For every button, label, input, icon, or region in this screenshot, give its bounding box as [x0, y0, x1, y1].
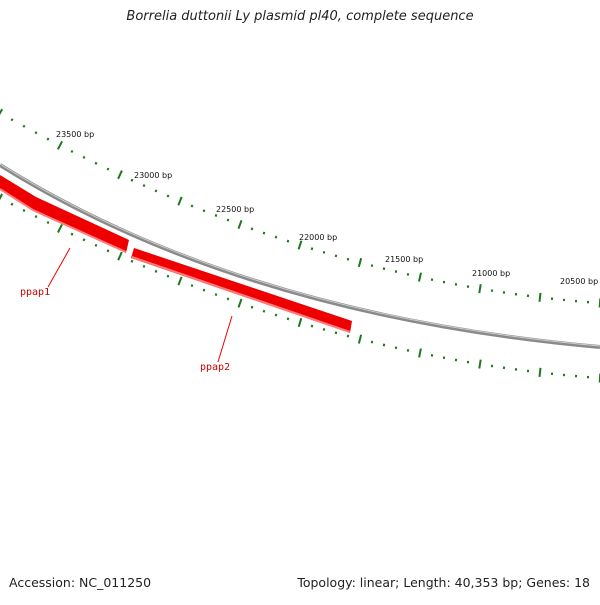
outer-scale-tick — [156, 190, 157, 192]
outer-scale-tick — [72, 150, 73, 152]
outer-scale-tick — [47, 138, 48, 140]
scale-label-21000: 21000 bp — [472, 269, 510, 278]
inner-scale-tick — [419, 349, 421, 358]
inner-scale-tick — [178, 277, 181, 285]
accession-text: Accession: NC_011250 — [9, 575, 151, 590]
scale-label-23500: 23500 bp — [56, 130, 94, 139]
outer-scale-tick — [312, 248, 313, 250]
scale-label-22500: 22500 bp — [216, 205, 254, 214]
outer-scale-tick — [540, 293, 541, 302]
outer-scale-tick — [11, 119, 12, 121]
outer-scale-tick — [35, 132, 36, 134]
inner-scale-tick — [48, 222, 49, 224]
map-title: Borrelia duttonii Ly plasmid pl40, compl… — [0, 9, 600, 24]
gene-ppap2[interactable] — [131, 248, 352, 333]
outer-scale-tick — [276, 236, 277, 238]
outer-scale-tick — [168, 195, 169, 197]
outer-scale-tick — [23, 125, 24, 127]
scale-label-22000: 22000 bp — [299, 233, 337, 242]
outer-scale-tick — [84, 156, 85, 158]
inner-scale-tick — [108, 250, 109, 252]
outer-scale-tick — [96, 162, 97, 164]
outer-scale-tick — [479, 284, 480, 293]
inner-scale-tick — [396, 347, 397, 349]
inner-scale-tick — [359, 335, 361, 344]
inner-scale-tick — [0, 194, 2, 202]
gene-ppap1[interactable] — [0, 175, 129, 253]
gene-ppap1-arrow[interactable] — [0, 175, 129, 253]
outer-scale-tick — [216, 214, 217, 216]
outer-scale-tick — [336, 255, 337, 257]
outer-scale-tick — [252, 228, 253, 230]
outer-scale-tick — [58, 141, 62, 149]
inner-scale-tick — [11, 203, 12, 205]
inner-scale-tick — [336, 332, 337, 334]
inner-scale-tick — [276, 314, 277, 316]
inner-scale-tick — [324, 328, 325, 330]
inner-scale-tick — [264, 310, 265, 312]
outer-scale-tick — [239, 220, 242, 228]
outer-scale-tick — [396, 270, 397, 272]
outer-scale-tick — [228, 219, 229, 221]
outer-scale-tick — [178, 197, 181, 205]
gene-ppap2-leader — [218, 316, 232, 362]
inner-scale-tick — [132, 260, 133, 262]
outer-scale-tick — [288, 240, 289, 242]
gene-label-ppap1[interactable]: ppap1 — [20, 287, 50, 298]
inner-scale-tick — [168, 275, 169, 277]
scale-label-20500: 20500 bp — [560, 277, 598, 286]
inner-scale-tick — [156, 270, 157, 272]
inner-scale-tick — [96, 244, 97, 246]
outer-scale-tick — [144, 185, 145, 187]
outer-scale-tick — [0, 109, 2, 117]
inner-scale-tick — [408, 349, 409, 351]
outer-scale-tick — [132, 179, 133, 181]
outer-scale-tick — [192, 205, 193, 207]
outer-scale-tick — [359, 258, 361, 267]
inner-scale-tick — [252, 306, 253, 308]
scale-label-21500: 21500 bp — [385, 255, 423, 264]
inner-scale-tick — [84, 239, 85, 241]
outer-scale-tick — [204, 210, 205, 212]
outer-scale-tick — [348, 258, 349, 260]
inner-scale-tick — [479, 360, 480, 369]
inner-scale-tick — [348, 335, 349, 337]
gene-label-ppap2[interactable]: ppap2 — [200, 362, 230, 373]
inner-scale-tick — [58, 224, 62, 232]
inner-scale-tick — [192, 285, 193, 287]
gene-ppap2-highlight — [132, 257, 350, 332]
outer-scale-tick — [408, 273, 409, 275]
inner-scale-tick — [228, 298, 229, 300]
inner-scale-tick — [24, 209, 25, 211]
inner-scale-tick — [372, 341, 373, 343]
inner-scale-tick — [118, 252, 122, 260]
inner-scale-tick — [144, 265, 145, 267]
inner-scale-tick — [239, 299, 242, 308]
inner-scale-tick — [384, 344, 385, 346]
plasmid-backbone-highlight — [0, 164, 600, 346]
scale-label-23000: 23000 bp — [134, 171, 172, 180]
inner-scale-tick — [299, 318, 302, 327]
outer-scale-tick — [384, 268, 385, 270]
inner-scale-tick — [36, 216, 37, 218]
outer-scale-tick — [108, 168, 109, 170]
gene-ppap1-leader — [48, 248, 70, 287]
inner-scale-tick — [216, 294, 217, 296]
scale-ticks — [0, 109, 600, 382]
outer-scale-tick — [118, 171, 122, 179]
summary-text: Topology: linear; Length: 40,353 bp; Gen… — [297, 575, 590, 590]
outer-scale-tick — [324, 251, 325, 253]
outer-scale-tick — [372, 265, 373, 267]
inner-scale-tick — [204, 289, 205, 291]
inner-scale-tick — [72, 233, 73, 235]
inner-scale-tick — [312, 325, 313, 327]
outer-scale-tick — [264, 232, 265, 234]
inner-scale-tick — [540, 368, 541, 377]
inner-scale-tick — [288, 318, 289, 320]
outer-scale-tick — [419, 273, 421, 282]
